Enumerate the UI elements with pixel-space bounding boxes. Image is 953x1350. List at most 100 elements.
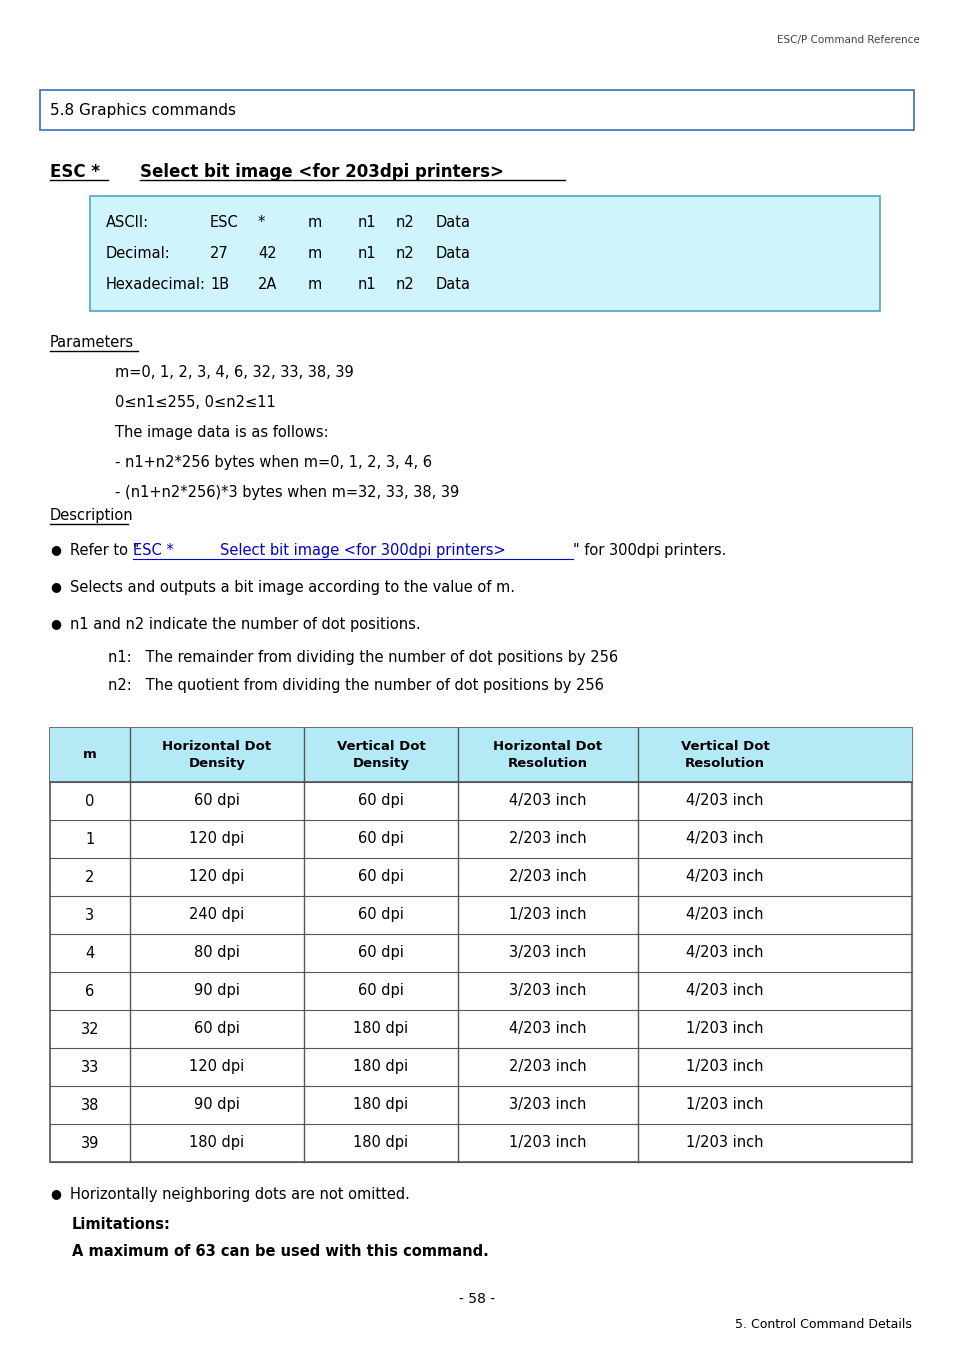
Text: 3/203 inch: 3/203 inch bbox=[509, 984, 586, 999]
Text: Data: Data bbox=[436, 215, 471, 230]
Text: ●: ● bbox=[50, 543, 61, 556]
Text: 39: 39 bbox=[81, 1135, 99, 1150]
Text: Horizontally neighboring dots are not omitted.: Horizontally neighboring dots are not om… bbox=[70, 1187, 410, 1202]
Text: 1: 1 bbox=[85, 832, 94, 846]
Text: 180 dpi: 180 dpi bbox=[353, 1060, 408, 1075]
Text: 0≤n1≤255, 0≤n2≤11: 0≤n1≤255, 0≤n2≤11 bbox=[115, 396, 275, 410]
Text: n1: n1 bbox=[357, 277, 376, 292]
Text: Hexadecimal:: Hexadecimal: bbox=[106, 277, 206, 292]
Text: 180 dpi: 180 dpi bbox=[353, 1022, 408, 1037]
Text: A maximum of 63 can be used with this command.: A maximum of 63 can be used with this co… bbox=[71, 1243, 488, 1260]
Text: n1 and n2 indicate the number of dot positions.: n1 and n2 indicate the number of dot pos… bbox=[70, 617, 420, 632]
Text: 180 dpi: 180 dpi bbox=[353, 1135, 408, 1150]
Text: 60 dpi: 60 dpi bbox=[357, 945, 403, 960]
Text: 1B: 1B bbox=[210, 277, 229, 292]
Text: 3/203 inch: 3/203 inch bbox=[509, 1098, 586, 1112]
Text: 4/203 inch: 4/203 inch bbox=[685, 945, 763, 960]
Text: 90 dpi: 90 dpi bbox=[193, 1098, 240, 1112]
Text: - n1+n2*256 bytes when m=0, 1, 2, 3, 4, 6: - n1+n2*256 bytes when m=0, 1, 2, 3, 4, … bbox=[115, 455, 432, 470]
Text: n1: n1 bbox=[357, 246, 376, 261]
Text: 240 dpi: 240 dpi bbox=[190, 907, 244, 922]
Text: 0: 0 bbox=[85, 794, 94, 809]
Text: 5. Control Command Details: 5. Control Command Details bbox=[735, 1318, 911, 1331]
Text: " for 300dpi printers.: " for 300dpi printers. bbox=[573, 543, 725, 558]
Text: Horizontal Dot
Resolution: Horizontal Dot Resolution bbox=[493, 740, 602, 770]
Text: Vertical Dot
Density: Vertical Dot Density bbox=[336, 740, 425, 770]
Text: 60 dpi: 60 dpi bbox=[357, 832, 403, 846]
Text: 4/203 inch: 4/203 inch bbox=[685, 794, 763, 809]
Text: m: m bbox=[308, 246, 322, 261]
Text: 60 dpi: 60 dpi bbox=[357, 794, 403, 809]
Text: 120 dpi: 120 dpi bbox=[190, 832, 244, 846]
Text: *: * bbox=[257, 215, 265, 230]
Text: Selects and outputs a bit image according to the value of m.: Selects and outputs a bit image accordin… bbox=[70, 580, 515, 595]
FancyBboxPatch shape bbox=[40, 90, 913, 130]
Text: 60 dpi: 60 dpi bbox=[193, 1022, 240, 1037]
Text: 2/203 inch: 2/203 inch bbox=[509, 832, 586, 846]
Text: 2/203 inch: 2/203 inch bbox=[509, 1060, 586, 1075]
Text: 2/203 inch: 2/203 inch bbox=[509, 869, 586, 884]
Text: m: m bbox=[308, 215, 322, 230]
Text: 60 dpi: 60 dpi bbox=[357, 869, 403, 884]
Text: 4: 4 bbox=[85, 945, 94, 960]
Text: 32: 32 bbox=[81, 1022, 99, 1037]
Text: ESC *: ESC * bbox=[50, 163, 100, 181]
Text: ASCII:: ASCII: bbox=[106, 215, 149, 230]
Text: Decimal:: Decimal: bbox=[106, 246, 171, 261]
Text: ●: ● bbox=[50, 580, 61, 593]
Text: 33: 33 bbox=[81, 1060, 99, 1075]
Text: 1/203 inch: 1/203 inch bbox=[685, 1060, 763, 1075]
Text: n1:   The remainder from dividing the number of dot positions by 256: n1: The remainder from dividing the numb… bbox=[108, 649, 618, 666]
Text: 120 dpi: 120 dpi bbox=[190, 869, 244, 884]
Text: Parameters: Parameters bbox=[50, 335, 134, 350]
Text: Data: Data bbox=[436, 277, 471, 292]
Text: ●: ● bbox=[50, 1187, 61, 1200]
Text: 80 dpi: 80 dpi bbox=[193, 945, 240, 960]
Text: 4/203 inch: 4/203 inch bbox=[685, 984, 763, 999]
Text: 4/203 inch: 4/203 inch bbox=[685, 907, 763, 922]
Text: ESC/P Command Reference: ESC/P Command Reference bbox=[777, 35, 919, 45]
Text: Description: Description bbox=[50, 508, 133, 522]
Text: 42: 42 bbox=[257, 246, 276, 261]
Text: 180 dpi: 180 dpi bbox=[190, 1135, 244, 1150]
Text: - 58 -: - 58 - bbox=[458, 1292, 495, 1305]
Text: n2: n2 bbox=[395, 246, 415, 261]
Text: Select bit image <for 203dpi printers>: Select bit image <for 203dpi printers> bbox=[140, 163, 503, 181]
Text: ●: ● bbox=[50, 617, 61, 630]
FancyBboxPatch shape bbox=[90, 196, 879, 310]
Text: 6: 6 bbox=[85, 984, 94, 999]
Text: 38: 38 bbox=[81, 1098, 99, 1112]
Text: 180 dpi: 180 dpi bbox=[353, 1098, 408, 1112]
Text: 4/203 inch: 4/203 inch bbox=[509, 1022, 586, 1037]
Text: Limitations:: Limitations: bbox=[71, 1216, 171, 1233]
Text: 60 dpi: 60 dpi bbox=[357, 907, 403, 922]
Text: - (n1+n2*256)*3 bytes when m=32, 33, 38, 39: - (n1+n2*256)*3 bytes when m=32, 33, 38,… bbox=[115, 485, 458, 500]
Text: 1/203 inch: 1/203 inch bbox=[685, 1098, 763, 1112]
Text: 60 dpi: 60 dpi bbox=[193, 794, 240, 809]
Text: The image data is as follows:: The image data is as follows: bbox=[115, 425, 328, 440]
Text: 4/203 inch: 4/203 inch bbox=[685, 832, 763, 846]
Text: Horizontal Dot
Density: Horizontal Dot Density bbox=[162, 740, 272, 770]
Text: 3/203 inch: 3/203 inch bbox=[509, 945, 586, 960]
Text: 4/203 inch: 4/203 inch bbox=[685, 869, 763, 884]
Text: 2A: 2A bbox=[257, 277, 277, 292]
Text: 3: 3 bbox=[86, 907, 94, 922]
Text: m: m bbox=[83, 748, 97, 761]
Text: n2: n2 bbox=[395, 215, 415, 230]
Text: 1/203 inch: 1/203 inch bbox=[509, 1135, 586, 1150]
Text: ESC: ESC bbox=[210, 215, 238, 230]
Text: 90 dpi: 90 dpi bbox=[193, 984, 240, 999]
Text: 120 dpi: 120 dpi bbox=[190, 1060, 244, 1075]
Text: 1/203 inch: 1/203 inch bbox=[685, 1022, 763, 1037]
Text: n2: n2 bbox=[395, 277, 415, 292]
Text: m=0, 1, 2, 3, 4, 6, 32, 33, 38, 39: m=0, 1, 2, 3, 4, 6, 32, 33, 38, 39 bbox=[115, 364, 354, 379]
Text: Vertical Dot
Resolution: Vertical Dot Resolution bbox=[679, 740, 768, 770]
Text: m: m bbox=[308, 277, 322, 292]
Text: 60 dpi: 60 dpi bbox=[357, 984, 403, 999]
Text: n1: n1 bbox=[357, 215, 376, 230]
Text: ESC *          Select bit image <for 300dpi printers>: ESC * Select bit image <for 300dpi print… bbox=[132, 543, 505, 558]
FancyBboxPatch shape bbox=[50, 728, 911, 1162]
Text: 2: 2 bbox=[85, 869, 94, 884]
Text: Data: Data bbox=[436, 246, 471, 261]
Text: n2:   The quotient from dividing the number of dot positions by 256: n2: The quotient from dividing the numbe… bbox=[108, 678, 603, 693]
